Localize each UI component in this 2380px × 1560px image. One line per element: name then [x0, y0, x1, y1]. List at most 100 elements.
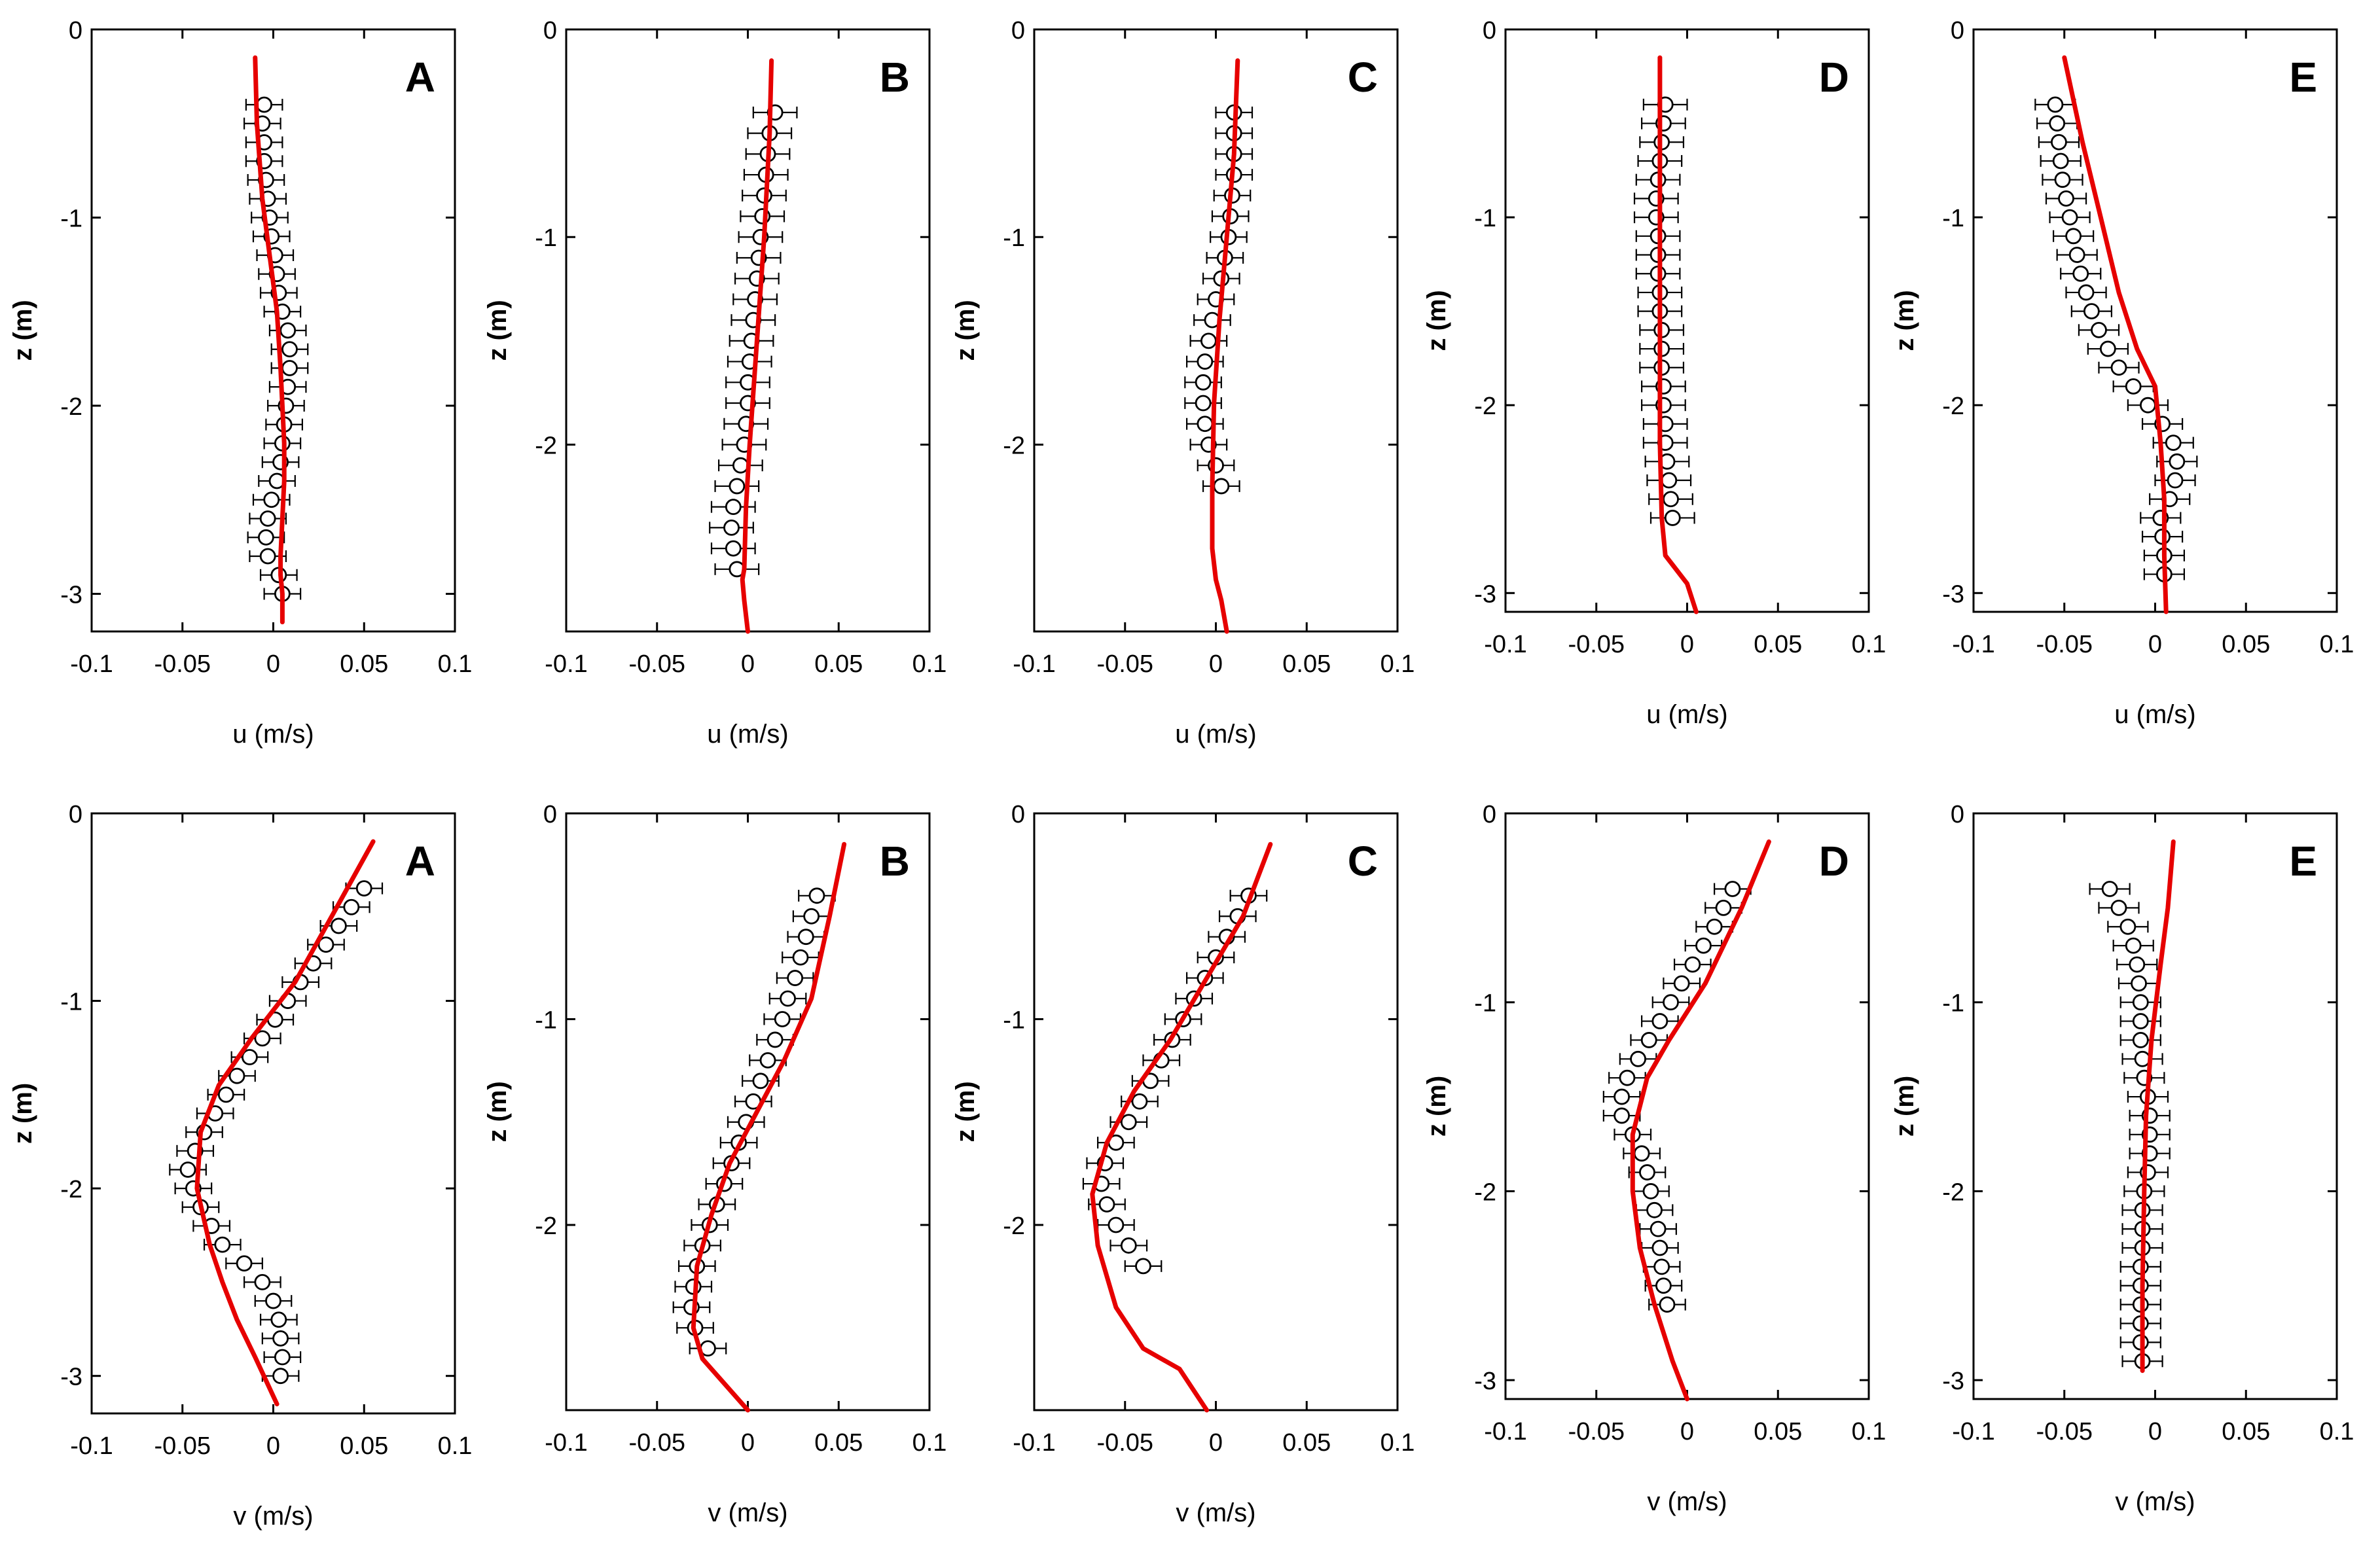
v-E-obs-point	[2129, 956, 2146, 973]
u-B-obs-point	[723, 519, 740, 536]
u-E-panel-label: E	[2289, 54, 2317, 101]
u-D-model-line	[1657, 55, 1699, 614]
v-C-ytick-label: -2	[1003, 1213, 1025, 1240]
v-B-obs-point	[808, 887, 825, 904]
v-E-obs-point	[2132, 994, 2149, 1011]
v-C-obs-point	[1120, 1114, 1137, 1131]
u-E-obs-point	[2110, 359, 2127, 376]
v-A-xtick-label: -0.05	[154, 1432, 211, 1460]
v-D-ytick-label: -1	[1474, 990, 1496, 1018]
v-D-xtick-label: 0	[1680, 1418, 1694, 1445]
v-E-ytick-label: -3	[1942, 1368, 1964, 1395]
v-D-obs-point	[1651, 1013, 1668, 1029]
v-D-obs-point	[1633, 1145, 1650, 1162]
u-C-model-line	[1210, 58, 1240, 634]
v-B-ytick-label: -1	[535, 1006, 557, 1034]
v-D-obs-point	[1614, 1107, 1631, 1124]
u-A-xtick-label: -0.1	[70, 650, 113, 678]
v-E-xtick-label: 0.1	[2320, 1418, 2354, 1445]
v-B-xtick-label: 0	[741, 1429, 755, 1457]
u-E-obs-point	[2068, 247, 2085, 263]
u-E-obs-point	[2061, 209, 2078, 226]
v-D-obs-point	[1706, 918, 1723, 935]
u-A-xtick-label: -0.05	[154, 650, 211, 678]
u-E-xlabel: u (m/s)	[2114, 700, 2195, 729]
v-D-model-line	[1630, 839, 1771, 1402]
v-B-obs-point	[787, 970, 804, 986]
u-E-obs-point	[2139, 397, 2156, 414]
v-D-frame	[1504, 812, 1870, 1400]
u-A-obs-point	[279, 322, 297, 339]
v-A-obs-point	[355, 880, 372, 897]
v-E-ytick-label: -1	[1942, 990, 1964, 1018]
u-D-ytick-label: -3	[1474, 580, 1496, 608]
v-D-obs-point	[1619, 1069, 1636, 1086]
u-B-ytick-label: 0	[543, 17, 557, 44]
u-C-panel-label: C	[1348, 54, 1378, 101]
u-C-xtick-label: 0	[1209, 650, 1223, 678]
v-B-ytick-label: 0	[543, 801, 557, 828]
u-E-ytick-label: -1	[1942, 205, 1964, 232]
v-A-obs-point	[217, 1086, 234, 1103]
v-D-obs-point	[1724, 881, 1741, 897]
v-C-ylabel: z (m)	[951, 1081, 980, 1142]
u-A-model-line	[253, 55, 287, 625]
v-C-obs-point	[1131, 1093, 1148, 1110]
u-E-frame	[1972, 28, 2338, 613]
u-A-obs-point	[281, 360, 298, 376]
u-A-ytick-label: 0	[69, 17, 82, 44]
v-D-obs-point	[1642, 1183, 1659, 1199]
u-D-panel-label: D	[1819, 54, 1849, 101]
v-B-xtick-label: 0.05	[814, 1429, 863, 1457]
v-B-panel-label: B	[880, 838, 910, 885]
u-B-ytick-label: -1	[535, 224, 557, 252]
v-A-xtick-label: 0.05	[340, 1432, 388, 1460]
u-B-xtick-label: -0.1	[545, 650, 587, 678]
u-B-obs-point	[725, 499, 742, 516]
u-D-ylabel: z (m)	[1422, 290, 1451, 351]
v-B-obs-point	[792, 949, 809, 966]
u-B-frame	[565, 28, 931, 633]
u-A-ytick-label: -2	[60, 393, 82, 421]
v-C-frame	[1033, 812, 1399, 1411]
u-E-obs-point	[2165, 434, 2182, 452]
v-B-xlabel: v (m/s)	[708, 1498, 787, 1527]
u-D-ytick-label: 0	[1483, 17, 1496, 44]
v-D-ylabel: z (m)	[1422, 1076, 1451, 1137]
u-C-frame	[1033, 28, 1399, 633]
v-A-ytick-label: -1	[60, 989, 82, 1016]
v-D-obs-point	[1655, 1277, 1672, 1294]
u-B-obs-point	[729, 478, 746, 495]
u-D-frame	[1504, 28, 1870, 613]
v-B-obs-point	[759, 1052, 776, 1069]
u-E-xtick-label: -0.05	[2036, 631, 2093, 658]
u-D-ytick-label: -2	[1474, 393, 1496, 420]
u-E-obs-point	[2125, 378, 2142, 395]
u-C-obs-point	[1195, 395, 1212, 412]
v-D-obs-point	[1651, 1239, 1668, 1256]
v-A-obs-point	[343, 898, 360, 915]
u-C-obs-point	[1200, 332, 1217, 349]
v-B-frame	[565, 812, 931, 1411]
u-E-model-line	[2062, 55, 2169, 614]
v-A-obs-point	[265, 1292, 281, 1309]
u-E-obs-point	[2049, 115, 2066, 132]
v-C-xlabel: v (m/s)	[1176, 1498, 1255, 1527]
v-D-ytick-label: -2	[1474, 1179, 1496, 1206]
v-E-xlabel: v (m/s)	[2115, 1487, 2195, 1516]
u-E-obs-point	[2058, 190, 2074, 207]
u-E-obs-point	[2072, 265, 2089, 282]
v-C-ytick-label: 0	[1011, 801, 1025, 828]
u-E-obs-point	[2051, 133, 2067, 151]
v-A-ytick-label: 0	[69, 801, 82, 828]
v-E-frame	[1972, 812, 2338, 1400]
v-D-ytick-label: 0	[1483, 801, 1496, 828]
v-C-model-line	[1090, 842, 1273, 1413]
u-E-ylabel: z (m)	[1890, 290, 1919, 351]
u-C-xtick-label: 0.1	[1380, 650, 1415, 678]
v-D-obs-point	[1639, 1164, 1655, 1180]
u-A-obs-point	[281, 341, 298, 358]
v-D-obs-point	[1653, 1258, 1670, 1275]
u-E-obs-point	[2065, 228, 2082, 245]
u-D-xtick-label: -0.05	[1568, 631, 1625, 658]
